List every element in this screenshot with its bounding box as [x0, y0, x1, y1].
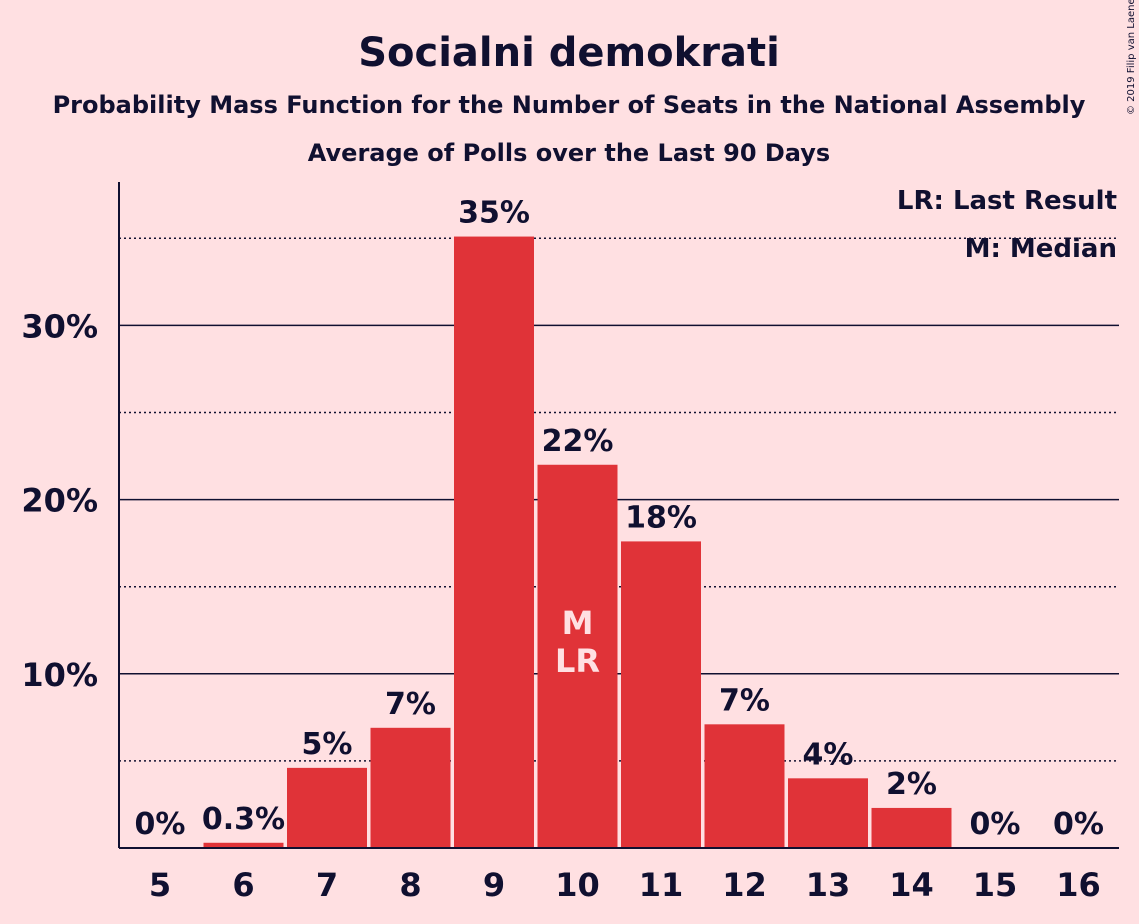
value-label-9: 35%	[458, 196, 530, 231]
value-label-11: 18%	[625, 500, 697, 535]
y-ticks: 10% 20% 30%	[21, 307, 98, 693]
x-tick-label-16: 16	[1056, 866, 1101, 904]
bar-13	[788, 778, 868, 848]
value-label-8: 7%	[385, 687, 436, 722]
marker-m-10: M	[562, 604, 594, 642]
y-tick-label-30: 30%	[21, 307, 98, 345]
bar-12	[704, 724, 785, 848]
bar-9	[454, 236, 534, 849]
y-tick-label-10: 10%	[21, 656, 98, 694]
x-tick-label-7: 7	[316, 866, 338, 904]
legend-last-result: LR: Last Result	[897, 186, 1117, 216]
bars	[203, 236, 952, 849]
x-tick-label-14: 14	[889, 866, 934, 904]
value-label-7: 5%	[302, 727, 353, 762]
bar-markers: MLR	[555, 604, 600, 680]
value-label-13: 4%	[803, 737, 854, 772]
x-ticks: 5 6 7 8 9 10 11 12 13 14 15 16	[149, 866, 1101, 904]
marker-lr-10: LR	[555, 642, 600, 680]
bar-7	[287, 767, 367, 848]
value-label-16: 0%	[1053, 807, 1104, 842]
value-label-10: 22%	[542, 424, 614, 459]
value-label-5: 0%	[135, 807, 186, 842]
bar-11	[621, 541, 701, 848]
value-labels: 0% 0.3% 5% 7% 35% 22% 18% 7% 4% 2% 0% 0%	[135, 196, 1104, 842]
chart-subtitle: Probability Mass Function for the Number…	[53, 91, 1086, 119]
x-tick-label-10: 10	[555, 866, 600, 904]
x-tick-label-9: 9	[483, 866, 505, 904]
x-tick-label-5: 5	[149, 866, 171, 904]
value-label-15: 0%	[970, 807, 1021, 842]
chart-subtitle-2: Average of Polls over the Last 90 Days	[308, 139, 830, 167]
bar-10	[537, 464, 618, 848]
x-tick-label-15: 15	[973, 866, 1018, 904]
bar-8	[370, 727, 451, 848]
x-tick-label-13: 13	[806, 866, 851, 904]
legend-median: M: Median	[965, 234, 1117, 264]
y-tick-label-20: 20%	[21, 482, 98, 520]
gridlines	[119, 237, 1119, 762]
bar-6	[203, 842, 284, 848]
bar-14	[871, 807, 952, 848]
x-tick-label-8: 8	[399, 866, 421, 904]
x-tick-label-12: 12	[722, 866, 767, 904]
x-tick-label-6: 6	[232, 866, 254, 904]
value-label-6: 0.3%	[202, 802, 285, 837]
chart-title: Socialni demokrati	[358, 30, 780, 76]
copyright-note: © 2019 Filip van Laenen	[1126, 0, 1137, 115]
value-label-14: 2%	[886, 767, 937, 802]
value-label-12: 7%	[719, 683, 770, 718]
x-tick-label-11: 11	[639, 866, 684, 904]
